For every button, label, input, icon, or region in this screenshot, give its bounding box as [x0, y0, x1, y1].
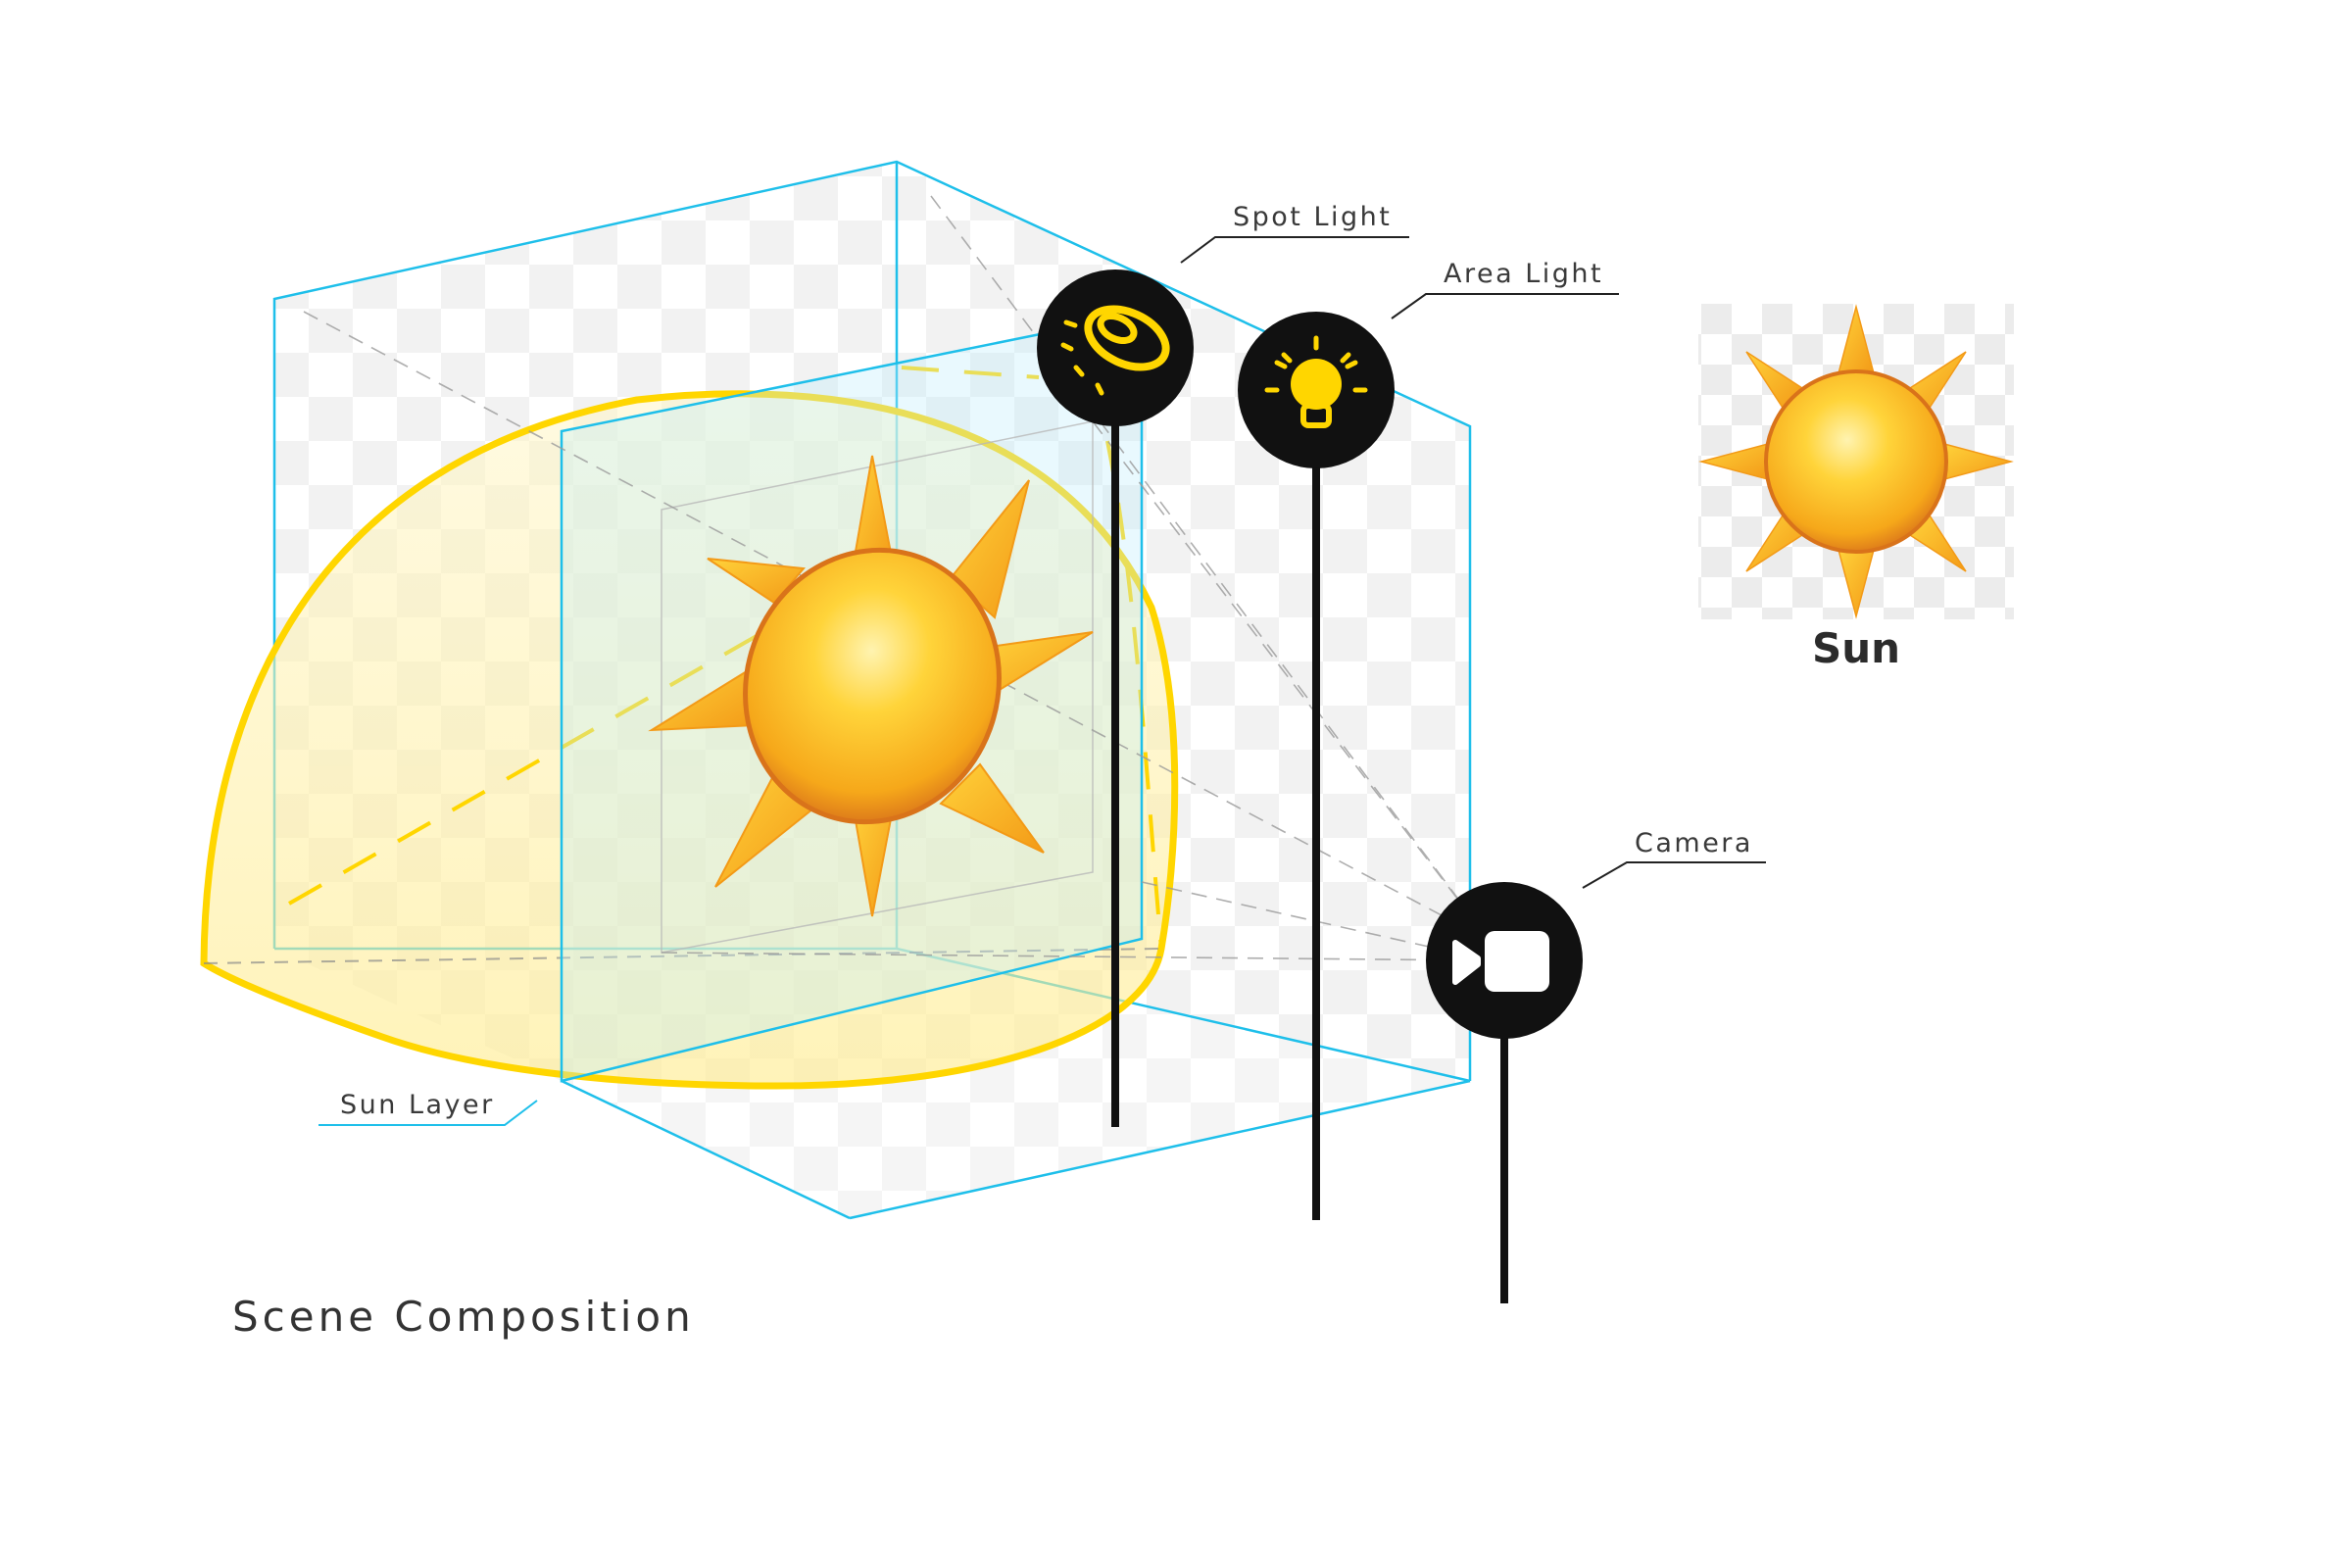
- label-camera: Camera: [1635, 828, 1753, 858]
- label-area-light: Area Light: [1444, 259, 1603, 289]
- callout-sun-layer: Sun Layer: [318, 1090, 538, 1126]
- camera-marker[interactable]: [1426, 882, 1583, 1303]
- label-spot-light: Spot Light: [1233, 202, 1392, 232]
- callout-camera: Camera: [1582, 828, 1766, 889]
- sun-icon: [1698, 304, 2014, 619]
- area-light-icon: [1264, 335, 1368, 428]
- callout-spot-light: Spot Light: [1180, 202, 1409, 264]
- area-light-marker[interactable]: [1238, 312, 1395, 1220]
- label-sun-layer: Sun Layer: [340, 1090, 495, 1120]
- cube-front-edges: [561, 1079, 1471, 1220]
- camera-icon: [1452, 931, 1549, 992]
- page-title: Scene Composition: [232, 1293, 695, 1341]
- spot-light-icon: [1060, 305, 1170, 396]
- sun-caption: Sun: [1812, 624, 1900, 672]
- scene-sun-icon: [648, 455, 1094, 917]
- spot-light-marker[interactable]: [1037, 270, 1194, 1127]
- sun-preview: Sun: [1698, 304, 2014, 672]
- callout-area-light: Area Light: [1391, 259, 1619, 319]
